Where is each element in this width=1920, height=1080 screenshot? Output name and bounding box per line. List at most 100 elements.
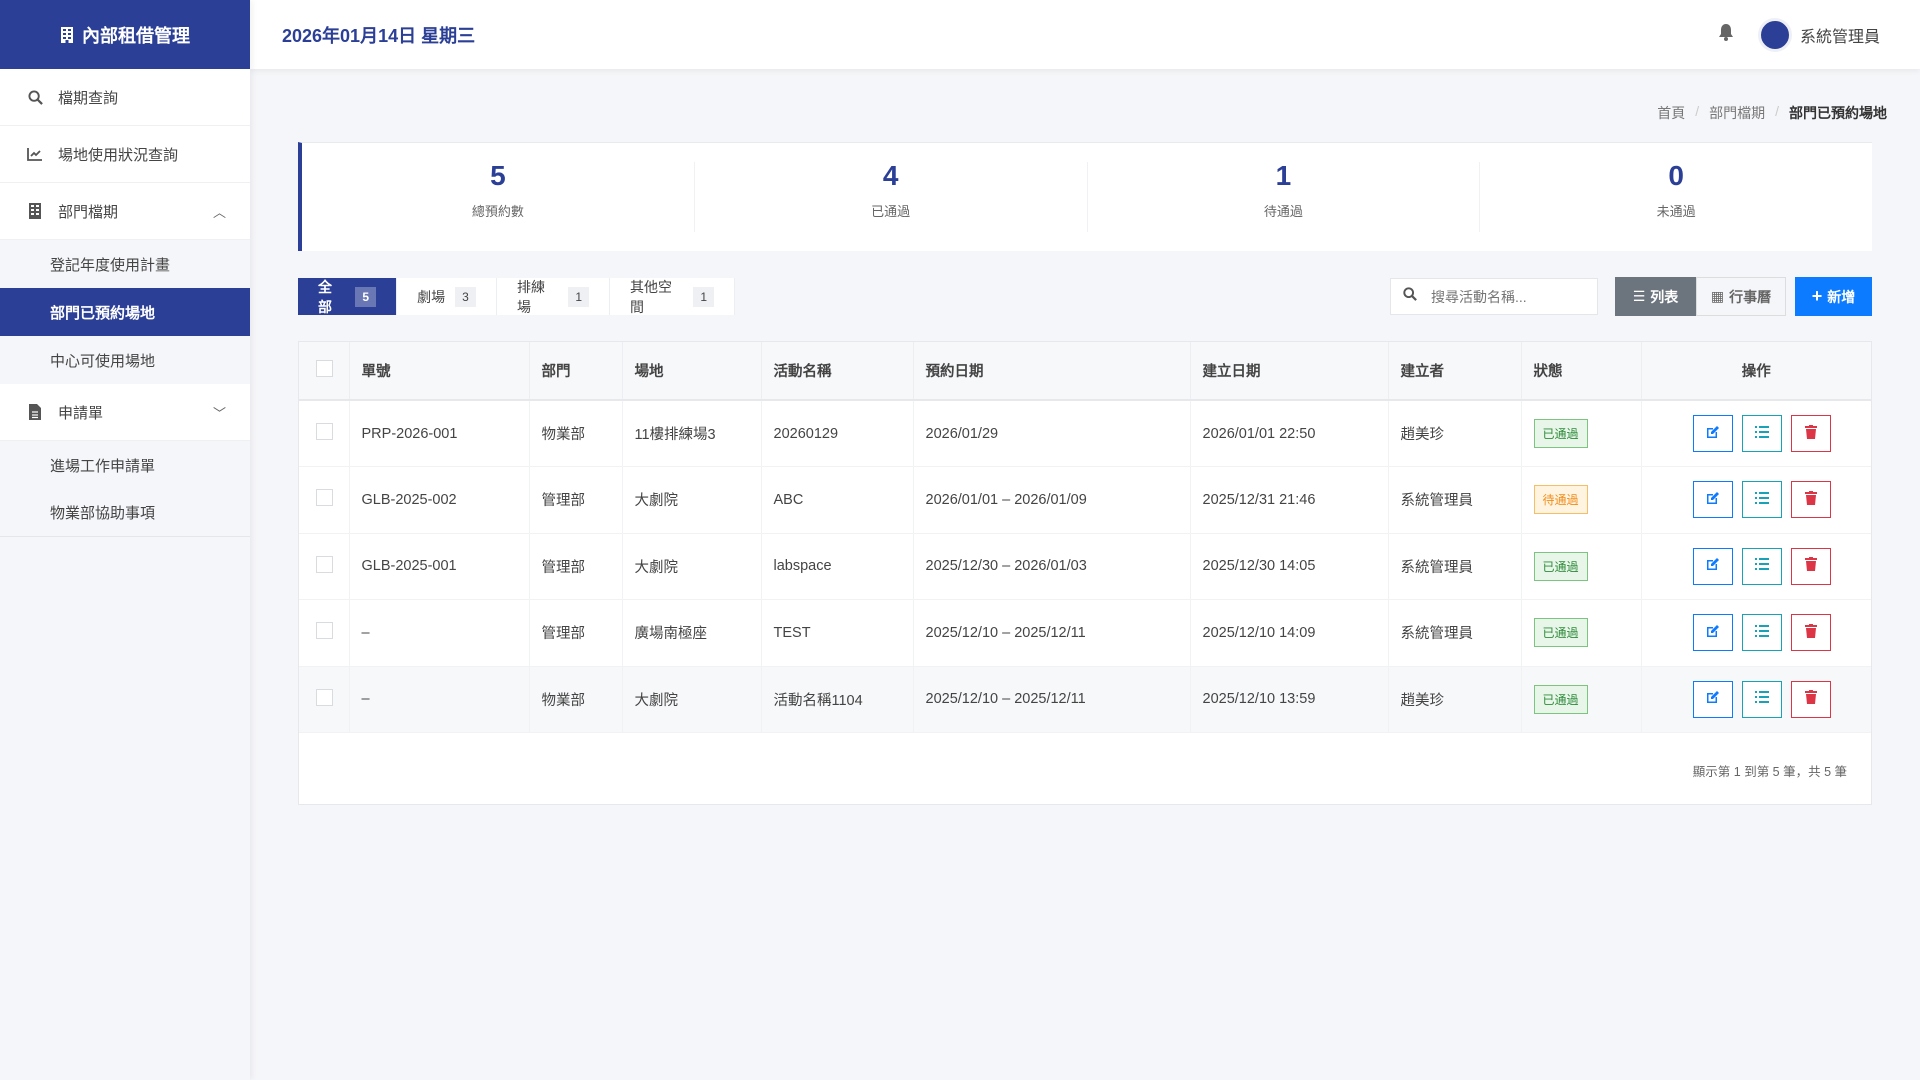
trash-icon bbox=[1805, 690, 1818, 708]
button-label: 新增 bbox=[1827, 288, 1856, 305]
chevron-up-icon: ︿ bbox=[212, 204, 226, 220]
status-badge: 待通過 bbox=[1533, 485, 1588, 515]
sidebar: 內部租借管理 檔期查詢 場地使用狀況查詢 部門檔期 ︿ 登記年度使用計畫 部門已預… bbox=[0, 0, 250, 1080]
edit-button[interactable] bbox=[1693, 547, 1734, 585]
delete-button[interactable] bbox=[1791, 481, 1832, 519]
breadcrumb-home[interactable]: 首頁 bbox=[1657, 105, 1686, 121]
status-badge: 已通過 bbox=[1533, 551, 1588, 581]
select-all-checkbox[interactable] bbox=[316, 360, 333, 377]
add-button[interactable]: + 新增 bbox=[1795, 277, 1872, 316]
breadcrumb: 首頁 / 部門檔期 / 部門已預約場地 bbox=[1657, 103, 1887, 121]
details-button[interactable] bbox=[1742, 415, 1783, 452]
list-icon bbox=[1755, 558, 1770, 574]
list-icon bbox=[1755, 624, 1770, 641]
row-checkbox[interactable] bbox=[316, 688, 333, 706]
edit-icon bbox=[1706, 557, 1720, 575]
cell-creator: 系統管理員 bbox=[1388, 466, 1522, 534]
cell-activity-name: ABC bbox=[761, 466, 914, 534]
edit-button[interactable] bbox=[1693, 481, 1734, 519]
building-icon bbox=[26, 203, 44, 219]
cell-created-date: 2025/12/31 21:46 bbox=[1190, 466, 1389, 534]
row-checkbox[interactable] bbox=[316, 489, 333, 507]
row-checkbox[interactable] bbox=[316, 555, 333, 573]
stats-card: 5 總預約數 4 已通過 1 待通過 0 未通過 bbox=[298, 142, 1872, 251]
edit-icon bbox=[1706, 425, 1720, 443]
row-checkbox[interactable] bbox=[316, 622, 333, 640]
tab-other[interactable]: 其他空間 1 bbox=[610, 278, 735, 315]
sidebar-subitem-property-assist[interactable]: 物業部協助事項 bbox=[0, 489, 250, 537]
edit-button[interactable] bbox=[1693, 415, 1734, 452]
cell-creator: 趙美珍 bbox=[1388, 400, 1522, 467]
user-name[interactable]: 系統管理員 bbox=[1799, 28, 1880, 46]
list-icon bbox=[1755, 691, 1770, 707]
delete-button[interactable] bbox=[1791, 415, 1832, 452]
details-button[interactable] bbox=[1742, 481, 1783, 519]
cell-venue: 大劇院 bbox=[622, 533, 762, 600]
stat-total: 5 總預約數 bbox=[302, 160, 695, 232]
pagination-info: 顯示第 1 到第 5 筆，共 5 筆 bbox=[1692, 765, 1847, 779]
column-header: 部門 bbox=[529, 342, 623, 401]
breadcrumb-dept-schedule[interactable]: 部門檔期 bbox=[1709, 105, 1766, 121]
cell-booking-id: – bbox=[349, 599, 530, 667]
stat-label: 待通過 bbox=[1263, 204, 1303, 219]
sidebar-item-label: 申請單 bbox=[58, 404, 104, 422]
sidebar-subitem-annual-plan[interactable]: 登記年度使用計畫 bbox=[0, 240, 250, 288]
file-icon bbox=[26, 404, 44, 420]
tab-rehearsal[interactable]: 排練場 1 bbox=[497, 278, 610, 315]
details-button[interactable] bbox=[1742, 547, 1783, 585]
tab-all[interactable]: 全部 5 bbox=[298, 278, 397, 315]
tab-theater[interactable]: 劇場 3 bbox=[397, 278, 497, 315]
details-button[interactable] bbox=[1742, 614, 1783, 652]
search-input[interactable] bbox=[1431, 288, 1581, 305]
trash-icon bbox=[1805, 557, 1818, 575]
row-checkbox[interactable] bbox=[316, 423, 333, 440]
stat-label: 未通過 bbox=[1656, 204, 1696, 219]
sidebar-item-venue-usage[interactable]: 場地使用狀況查詢 bbox=[0, 126, 250, 183]
cell-booking-id: GLB-2025-001 bbox=[349, 533, 530, 600]
column-header: 建立日期 bbox=[1190, 342, 1389, 401]
tab-label: 排練場 bbox=[517, 278, 545, 315]
app-title: 內部租借管理 bbox=[82, 25, 190, 46]
sidebar-subitem-dept-booked[interactable]: 部門已預約場地 bbox=[0, 288, 250, 336]
cell-created-date: 2025/12/30 14:05 bbox=[1190, 533, 1389, 600]
edit-button[interactable] bbox=[1693, 680, 1734, 718]
list-icon bbox=[1755, 491, 1770, 508]
sidebar-item-label: 場地使用狀況查詢 bbox=[58, 146, 179, 164]
building-icon bbox=[61, 26, 73, 43]
bell-icon[interactable] bbox=[1718, 23, 1734, 46]
delete-button[interactable] bbox=[1791, 680, 1832, 718]
button-label: 列表 bbox=[1650, 288, 1679, 305]
cell-booking-id: – bbox=[349, 666, 530, 733]
calendar-view-button[interactable]: ▦ 行事曆 bbox=[1696, 277, 1786, 316]
sidebar-item-schedule-query[interactable]: 檔期查詢 bbox=[0, 69, 250, 126]
sidebar-subitem-entry-work[interactable]: 進場工作申請單 bbox=[0, 441, 250, 489]
avatar[interactable] bbox=[1757, 17, 1792, 52]
plus-icon: + bbox=[1811, 286, 1823, 306]
tab-label: 其他空間 bbox=[630, 278, 672, 315]
delete-button[interactable] bbox=[1791, 614, 1832, 652]
delete-button[interactable] bbox=[1791, 547, 1832, 585]
sidebar-item-dept-schedule[interactable]: 部門檔期 ︿ bbox=[0, 183, 250, 240]
cell-booking-date: 2025/12/10 – 2025/12/11 bbox=[913, 666, 1191, 733]
cell-activity-name: labspace bbox=[761, 533, 914, 600]
table-row: GLB-2025-001 管理部 大劇院 labspace 2025/12/30 – 2… bbox=[299, 533, 1871, 600]
stat-value: 4 bbox=[882, 160, 899, 191]
column-header: 活動名稱 bbox=[761, 342, 914, 401]
column-header: 操作 bbox=[1641, 342, 1871, 401]
cell-department: 管理部 bbox=[529, 599, 623, 667]
details-button[interactable] bbox=[1742, 680, 1783, 718]
chevron-down-icon: ﹀ bbox=[212, 405, 226, 421]
list-view-button[interactable]: ☰ 列表 bbox=[1615, 277, 1696, 316]
cell-venue: 廣場南極座 bbox=[622, 599, 762, 667]
edit-button[interactable] bbox=[1693, 614, 1734, 652]
search-icon bbox=[26, 89, 44, 105]
sidebar-subitem-available-venues[interactable]: 中心可使用場地 bbox=[0, 336, 250, 384]
status-badge: 已通過 bbox=[1533, 618, 1588, 648]
sidebar-item-applications[interactable]: 申請單 ﹀ bbox=[0, 384, 250, 441]
cell-created-date: 2025/12/10 13:59 bbox=[1190, 666, 1389, 733]
table-row: – 管理部 廣場南極座 TEST 2025/12/10 – 2025/12/11 2025… bbox=[299, 599, 1871, 667]
stat-value: 5 bbox=[490, 160, 506, 191]
cell-venue: 大劇院 bbox=[622, 666, 762, 733]
tab-count: 3 bbox=[455, 286, 476, 307]
stat-label: 總預約數 bbox=[471, 204, 524, 219]
